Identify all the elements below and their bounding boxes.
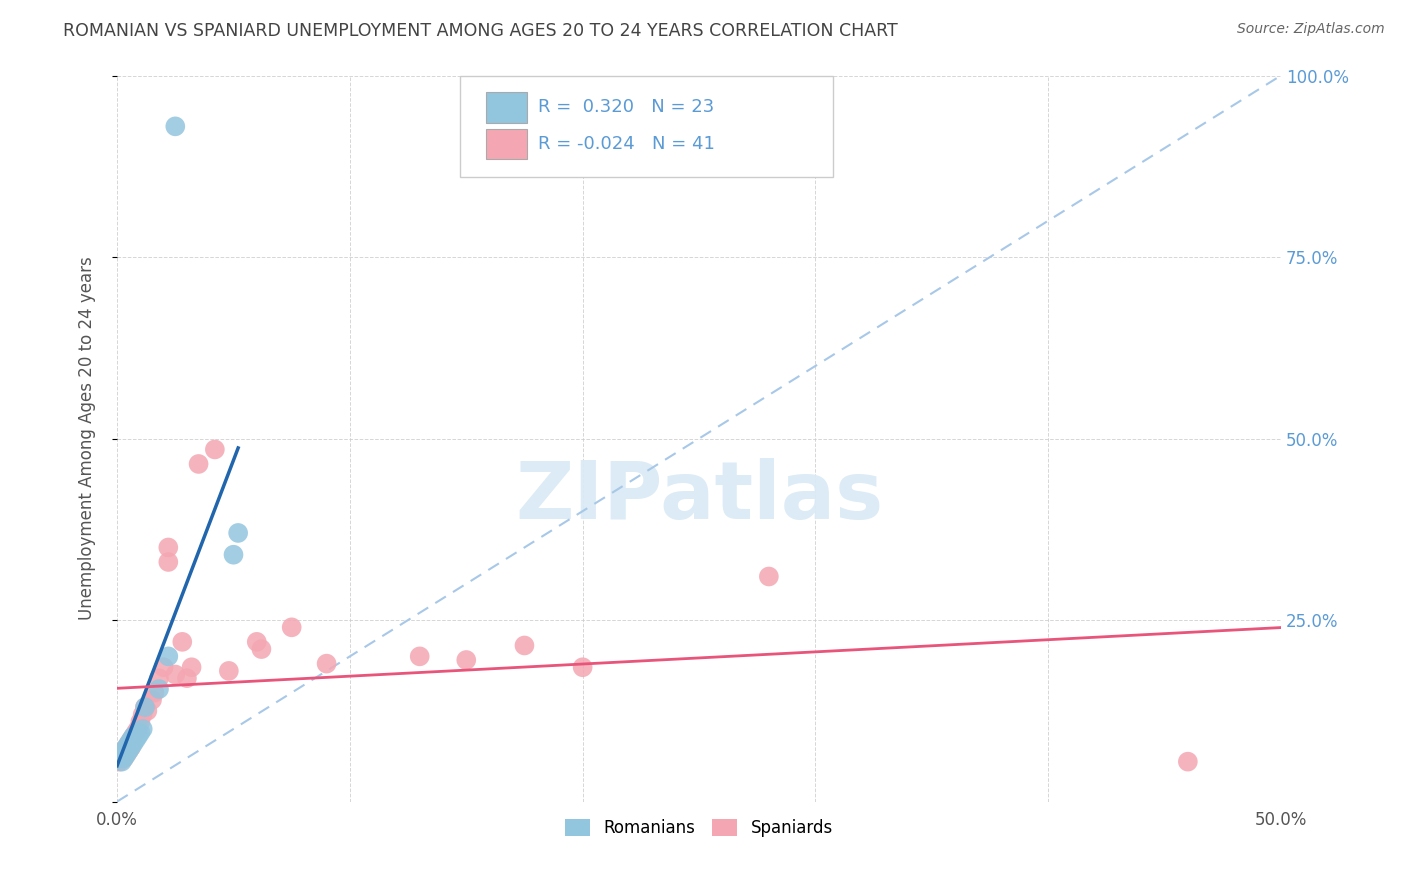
- FancyBboxPatch shape: [486, 128, 527, 159]
- Point: [118, 737, 141, 751]
- FancyBboxPatch shape: [486, 92, 527, 123]
- Point: [571, 660, 593, 674]
- Point: [111, 747, 134, 762]
- Point: [127, 722, 149, 736]
- Point: [136, 704, 159, 718]
- Text: ZIPatlas: ZIPatlas: [515, 458, 883, 535]
- Point: [125, 725, 148, 739]
- Point: [120, 740, 142, 755]
- Point: [180, 660, 202, 674]
- Point: [122, 729, 145, 743]
- Point: [129, 714, 152, 729]
- Point: [143, 686, 166, 700]
- Point: [111, 747, 134, 762]
- Point: [120, 732, 142, 747]
- Point: [129, 725, 152, 739]
- Point: [115, 747, 138, 762]
- Point: [218, 664, 240, 678]
- Point: [315, 657, 337, 671]
- Point: [758, 569, 780, 583]
- Point: [108, 755, 131, 769]
- Point: [246, 635, 269, 649]
- Point: [157, 555, 180, 569]
- Point: [111, 751, 134, 765]
- Point: [513, 639, 536, 653]
- Point: [115, 740, 138, 755]
- Point: [120, 732, 142, 747]
- Point: [122, 729, 145, 743]
- Point: [115, 740, 138, 755]
- Point: [131, 707, 153, 722]
- Point: [222, 548, 245, 562]
- Point: [134, 700, 156, 714]
- Point: [127, 729, 149, 743]
- Text: R =  0.320   N = 23: R = 0.320 N = 23: [538, 98, 714, 117]
- Point: [152, 660, 174, 674]
- Point: [226, 525, 249, 540]
- Text: ROMANIAN VS SPANIARD UNEMPLOYMENT AMONG AGES 20 TO 24 YEARS CORRELATION CHART: ROMANIAN VS SPANIARD UNEMPLOYMENT AMONG …: [63, 22, 898, 40]
- Point: [165, 667, 187, 681]
- Point: [250, 642, 273, 657]
- Point: [157, 649, 180, 664]
- Point: [125, 732, 148, 747]
- FancyBboxPatch shape: [460, 76, 832, 178]
- Point: [134, 700, 156, 714]
- Point: [280, 620, 302, 634]
- Y-axis label: Unemployment Among Ages 20 to 24 years: Unemployment Among Ages 20 to 24 years: [79, 257, 96, 621]
- Point: [118, 744, 141, 758]
- Point: [165, 120, 187, 134]
- Point: [118, 737, 141, 751]
- Point: [118, 744, 141, 758]
- Point: [148, 671, 170, 685]
- Point: [112, 751, 135, 765]
- Point: [456, 653, 478, 667]
- Point: [120, 740, 142, 755]
- Point: [204, 442, 226, 457]
- Legend: Romanians, Spaniards: Romanians, Spaniards: [558, 813, 839, 844]
- Point: [131, 722, 153, 736]
- Point: [176, 671, 198, 685]
- Point: [172, 635, 194, 649]
- Point: [187, 457, 209, 471]
- Text: R = -0.024   N = 41: R = -0.024 N = 41: [538, 135, 716, 153]
- Point: [115, 747, 138, 762]
- Point: [141, 693, 163, 707]
- Point: [112, 744, 135, 758]
- Point: [112, 751, 135, 765]
- Text: Source: ZipAtlas.com: Source: ZipAtlas.com: [1237, 22, 1385, 37]
- Point: [409, 649, 432, 664]
- Point: [148, 681, 170, 696]
- Point: [111, 755, 134, 769]
- Point: [157, 541, 180, 555]
- Point: [1177, 755, 1199, 769]
- Point: [112, 744, 135, 758]
- Point: [122, 737, 145, 751]
- Point: [108, 751, 131, 765]
